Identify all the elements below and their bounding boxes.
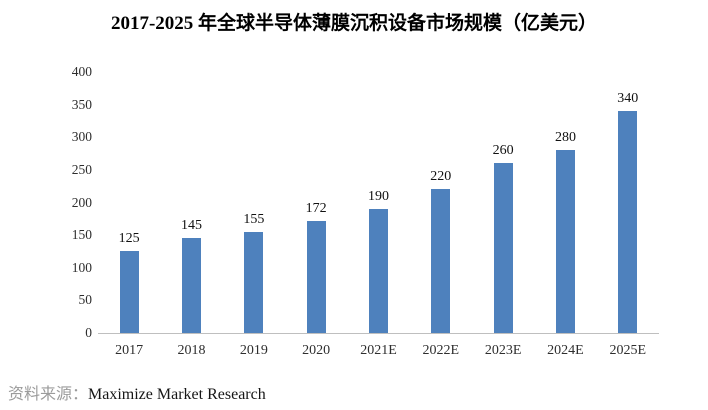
- bar-value-label: 125: [118, 231, 140, 247]
- x-axis-label: 2021E: [360, 343, 397, 358]
- y-axis-tick-label: 200: [71, 194, 92, 210]
- bar-column: 145: [160, 72, 222, 333]
- bar-value-label: 340: [617, 91, 639, 107]
- bar: [244, 231, 264, 333]
- bar: [181, 238, 201, 333]
- bar: [431, 189, 451, 333]
- bar-column: 220: [410, 72, 472, 333]
- bar-value-label: 280: [554, 130, 576, 146]
- bar: [618, 111, 638, 333]
- y-axis-tick-label: 0: [85, 325, 92, 340]
- bar-column: 125: [98, 72, 160, 333]
- bar-column: 190: [347, 72, 409, 333]
- source-text: Maximize Market Research: [88, 386, 266, 403]
- x-axis-label: 2019: [239, 343, 268, 358]
- bar-value-label: 145: [180, 218, 202, 234]
- bar-value-label: 260: [492, 143, 514, 159]
- y-axis: 400 350 300 250 200 150 100 50 0: [48, 64, 93, 340]
- bar-column: 280: [534, 72, 596, 333]
- x-axis-label: 2017: [115, 343, 144, 358]
- x-axis-labels: 2017 2018 2019 2020 2021E 2022E 2023E 2024E 2025…: [98, 343, 659, 359]
- x-axis-label: 2023E: [484, 343, 522, 358]
- y-axis-tick-label: 250: [71, 161, 92, 177]
- y-axis-tick-label: 350: [71, 96, 92, 112]
- x-axis-label: 2020: [302, 343, 331, 358]
- bar: [119, 251, 139, 333]
- bar: [493, 163, 513, 333]
- x-axis-label: 2022E: [422, 343, 460, 358]
- bar-value-label: 190: [367, 189, 389, 205]
- plot-area: 125 145 155 172 190 220 260 280 340: [98, 72, 659, 334]
- bar-column: 260: [472, 72, 534, 333]
- bar: [555, 150, 575, 333]
- y-axis-tick-label: 100: [71, 259, 92, 275]
- bar: [368, 209, 388, 333]
- bar: [306, 220, 326, 333]
- chart-title: 2017-2025 年全球半导体薄膜沉积设备市场规模（亿美元）: [110, 13, 598, 34]
- y-axis-tick-label: 50: [78, 292, 93, 308]
- bar-column: 340: [597, 72, 659, 333]
- y-axis-tick-label: 300: [71, 129, 92, 145]
- bar-column: 172: [285, 72, 347, 333]
- source-note: 资料来源：Maximize Market Research: [8, 380, 266, 404]
- y-axis-tick-label: 400: [71, 64, 92, 79]
- source-label: 资料来源：: [8, 386, 89, 403]
- bar-value-label: 172: [305, 200, 327, 216]
- x-axis-label: 2024E: [547, 343, 584, 358]
- bar-column: 155: [223, 72, 285, 333]
- bar-value-label: 155: [243, 211, 265, 227]
- y-axis-tick-label: 150: [71, 227, 92, 243]
- x-axis-label: 2018: [177, 343, 206, 358]
- x-axis-label: 2025E: [609, 343, 647, 358]
- bar-value-label: 220: [430, 169, 452, 185]
